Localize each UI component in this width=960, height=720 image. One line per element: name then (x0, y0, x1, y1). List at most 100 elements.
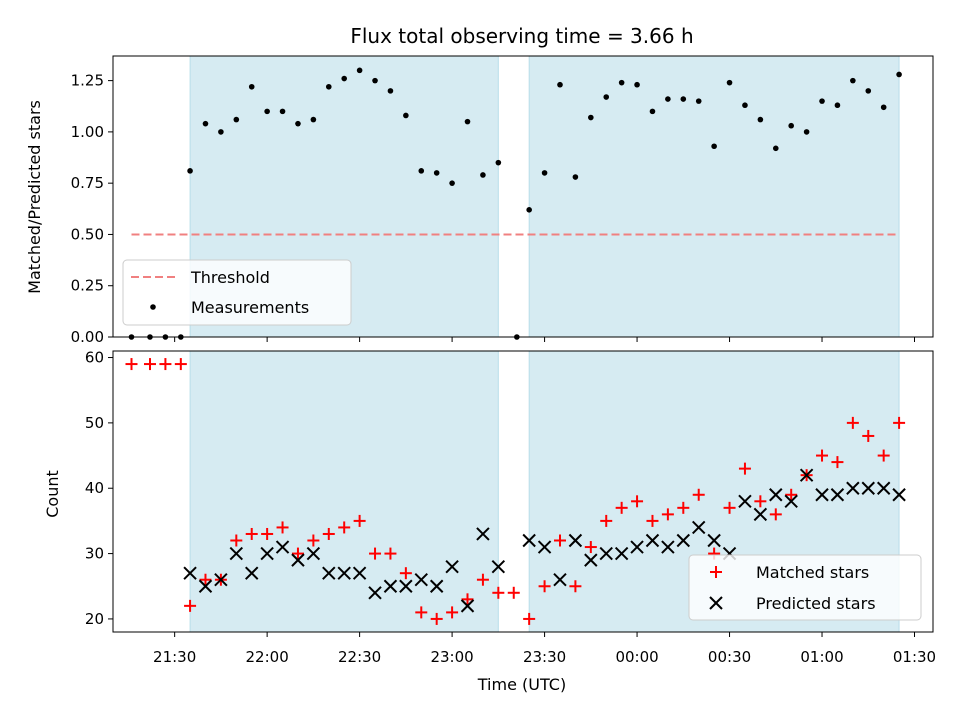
measurement-point (541, 170, 548, 176)
x-tick-label: 00:30 (708, 648, 751, 666)
predicted-star-point (614, 546, 629, 561)
predicted-star-point (198, 579, 213, 593)
matched-star-point (862, 429, 875, 442)
matched-star-point (893, 416, 906, 429)
matched-star-point (415, 606, 428, 619)
measurement-point (480, 172, 486, 178)
predicted-star-point (322, 566, 336, 580)
y-tick-label: 0.75 (71, 174, 104, 192)
predicted-star-point (522, 533, 536, 548)
x-tick-label: 00:00 (615, 648, 658, 666)
matched-star-point (476, 573, 489, 586)
observing-interval-0 (189, 350, 499, 633)
chart-title: Flux total observing time = 3.66 h (350, 24, 693, 48)
predicted-star-point (846, 481, 860, 495)
bottom-y-axis-label: Count (43, 470, 62, 518)
x-tick-label: 23:30 (523, 648, 566, 666)
measurements-legend-swatch (150, 304, 156, 310)
measurement-point (279, 108, 286, 115)
predicted-star-point (599, 546, 613, 561)
measurement-point (233, 116, 240, 123)
measurement-point (834, 102, 841, 109)
measurement-point (310, 116, 317, 123)
measurement-point (757, 116, 764, 123)
y-tick-label: 60 (85, 349, 104, 367)
top-legend-box (122, 259, 352, 326)
measurement-point (711, 143, 717, 150)
measurement-point (742, 102, 748, 109)
matched-star-point (446, 606, 459, 619)
matched-star-point (584, 541, 597, 554)
measurement-point (649, 108, 656, 115)
measurement-point (449, 180, 455, 186)
measurement-point (726, 79, 733, 86)
matched-star-point (723, 501, 736, 514)
matched-star-point (846, 416, 859, 429)
predicted-star-point (260, 546, 274, 561)
measurement-point (433, 170, 440, 176)
matched-star-point (245, 527, 258, 540)
predicted-star-point (769, 488, 783, 502)
matched-star-point (615, 501, 628, 514)
bottom-plot-frame (112, 350, 934, 633)
x-tick-label: 01:00 (800, 648, 843, 666)
x-tick-label: 01:30 (893, 648, 936, 666)
measurement-point (295, 120, 301, 127)
predicted-star-point (445, 559, 459, 574)
matched-star-point (877, 449, 890, 462)
measurement-point (325, 83, 332, 90)
predicted-star-point (429, 579, 444, 593)
predicted-legend-label: Predicted stars (756, 594, 876, 613)
matched-star-point (384, 547, 397, 560)
top-legend: Threshold Measurements (122, 259, 352, 326)
measurement-point (403, 112, 409, 119)
measurement-point (557, 81, 563, 88)
predicted-star-point (784, 494, 798, 509)
measurement-point (896, 71, 902, 78)
matched-star-point (261, 527, 274, 540)
bottom-legend-box (688, 554, 922, 621)
predicted-star-point (368, 586, 382, 600)
measurement-point (819, 98, 825, 104)
y-tick-label: 0.00 (71, 328, 104, 346)
measurement-point (588, 114, 594, 121)
predicted-star-point (830, 488, 845, 502)
matched-star-point (230, 534, 243, 547)
x-tick-label: 22:30 (338, 648, 381, 666)
matched-star-point (353, 514, 366, 527)
y-tick-label: 50 (85, 414, 104, 432)
predicted-star-point (584, 553, 598, 567)
measurement-point (187, 168, 193, 174)
predicted-star-point (892, 488, 906, 502)
y-tick-label: 1.00 (71, 123, 104, 141)
bottom-legend: Matched stars Predicted stars (688, 554, 922, 621)
matched-star-point (507, 586, 520, 599)
predicted-star-point (352, 566, 367, 580)
matched-star-point (291, 547, 304, 560)
matched-star-point (661, 508, 674, 521)
matched-star-point (831, 456, 844, 469)
y-tick-label: 0.25 (71, 277, 104, 295)
bottom-count-panel: 20 30 40 50 60 21:30 22:00 22:30 23:00 23:30 00:00… (85, 349, 936, 666)
measurement-point (356, 67, 363, 74)
predicted-star-point (214, 573, 228, 587)
measurement-point (803, 129, 810, 135)
matched-star-point (399, 567, 412, 580)
matched-star-point (738, 462, 751, 475)
threshold-legend-label: Threshold (190, 268, 270, 287)
predicted-star-point (553, 573, 567, 587)
matched-star-point (276, 521, 289, 534)
predicted-star-point (245, 566, 259, 580)
matched-star-point (338, 521, 351, 534)
predicted-star-point (661, 540, 675, 554)
predicted-star-point (383, 579, 398, 593)
predicted-star-point (491, 559, 506, 574)
predicted-star-point (229, 546, 244, 561)
matched-star-point (631, 495, 644, 508)
measurement-point (264, 108, 270, 115)
y-tick-label: 0.50 (71, 225, 104, 243)
matched-star-point (785, 488, 798, 501)
matched-star-point (125, 358, 138, 371)
measurement-point (526, 207, 532, 213)
